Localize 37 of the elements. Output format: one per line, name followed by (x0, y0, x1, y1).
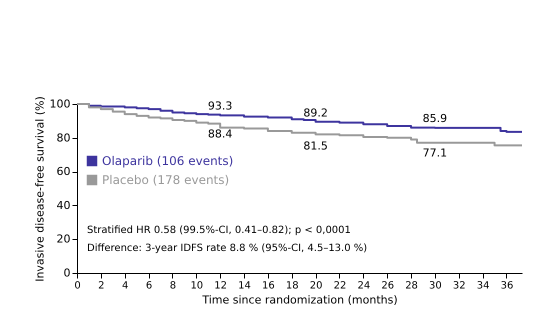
x-tick-label: 34 (476, 280, 490, 292)
x-tick-label: 16 (262, 280, 275, 292)
legend-label: Placebo (178 events) (102, 173, 230, 187)
x-tick-label: 2 (98, 280, 105, 292)
x-tick-label: 6 (146, 280, 152, 292)
x-tick-label: 20 (310, 280, 322, 292)
annotation: 93.3 (208, 99, 232, 112)
y-tick-label: 80 (56, 131, 70, 144)
x-tick-label: 12 (214, 280, 228, 292)
x-tick-label: 10 (190, 280, 204, 292)
x-tick-label: 30 (429, 280, 442, 292)
annotation: 88.4 (208, 128, 232, 141)
annotation: Stratified HR 0.58 (99.5%-CI, 0.41–0.82); p < 0,0001 (87, 225, 351, 236)
x-tick-label: 18 (286, 280, 299, 292)
x-tick-label: 32 (452, 280, 466, 292)
x-tick-label: 28 (405, 280, 418, 292)
annotation: 89.2 (303, 106, 328, 120)
annotation: Difference: 3-year IDFS rate 8.8 % (95%-CI, 4.5–13.0 %) (87, 243, 368, 254)
y-tick-label: 40 (56, 198, 70, 212)
x-tick-label: 8 (170, 280, 176, 292)
x-tick-label: 4 (122, 280, 128, 292)
annotation: 81.5 (303, 139, 328, 152)
x-tick-label: 26 (381, 280, 394, 292)
x-tick-label: 24 (357, 280, 370, 292)
x-tick-label: 36 (500, 280, 514, 292)
y-tick-label: 100 (50, 98, 70, 110)
x-tick-label: 22 (334, 280, 346, 292)
x-axis-title: Time since randomization (months) (201, 294, 398, 306)
x-tick-label: 14 (238, 280, 251, 292)
annotation: 77.1 (422, 146, 448, 160)
y-axis-title: Invasive disease-free survival (%) (34, 96, 47, 282)
annotation: 85.9 (422, 112, 448, 125)
x-tick-label: 0 (74, 280, 81, 292)
legend-label: Olaparib (106 events) (102, 154, 234, 168)
y-tick-label: 60 (56, 165, 70, 178)
y-tick-label: 0 (64, 266, 70, 280)
y-tick-label: 20 (56, 232, 70, 246)
